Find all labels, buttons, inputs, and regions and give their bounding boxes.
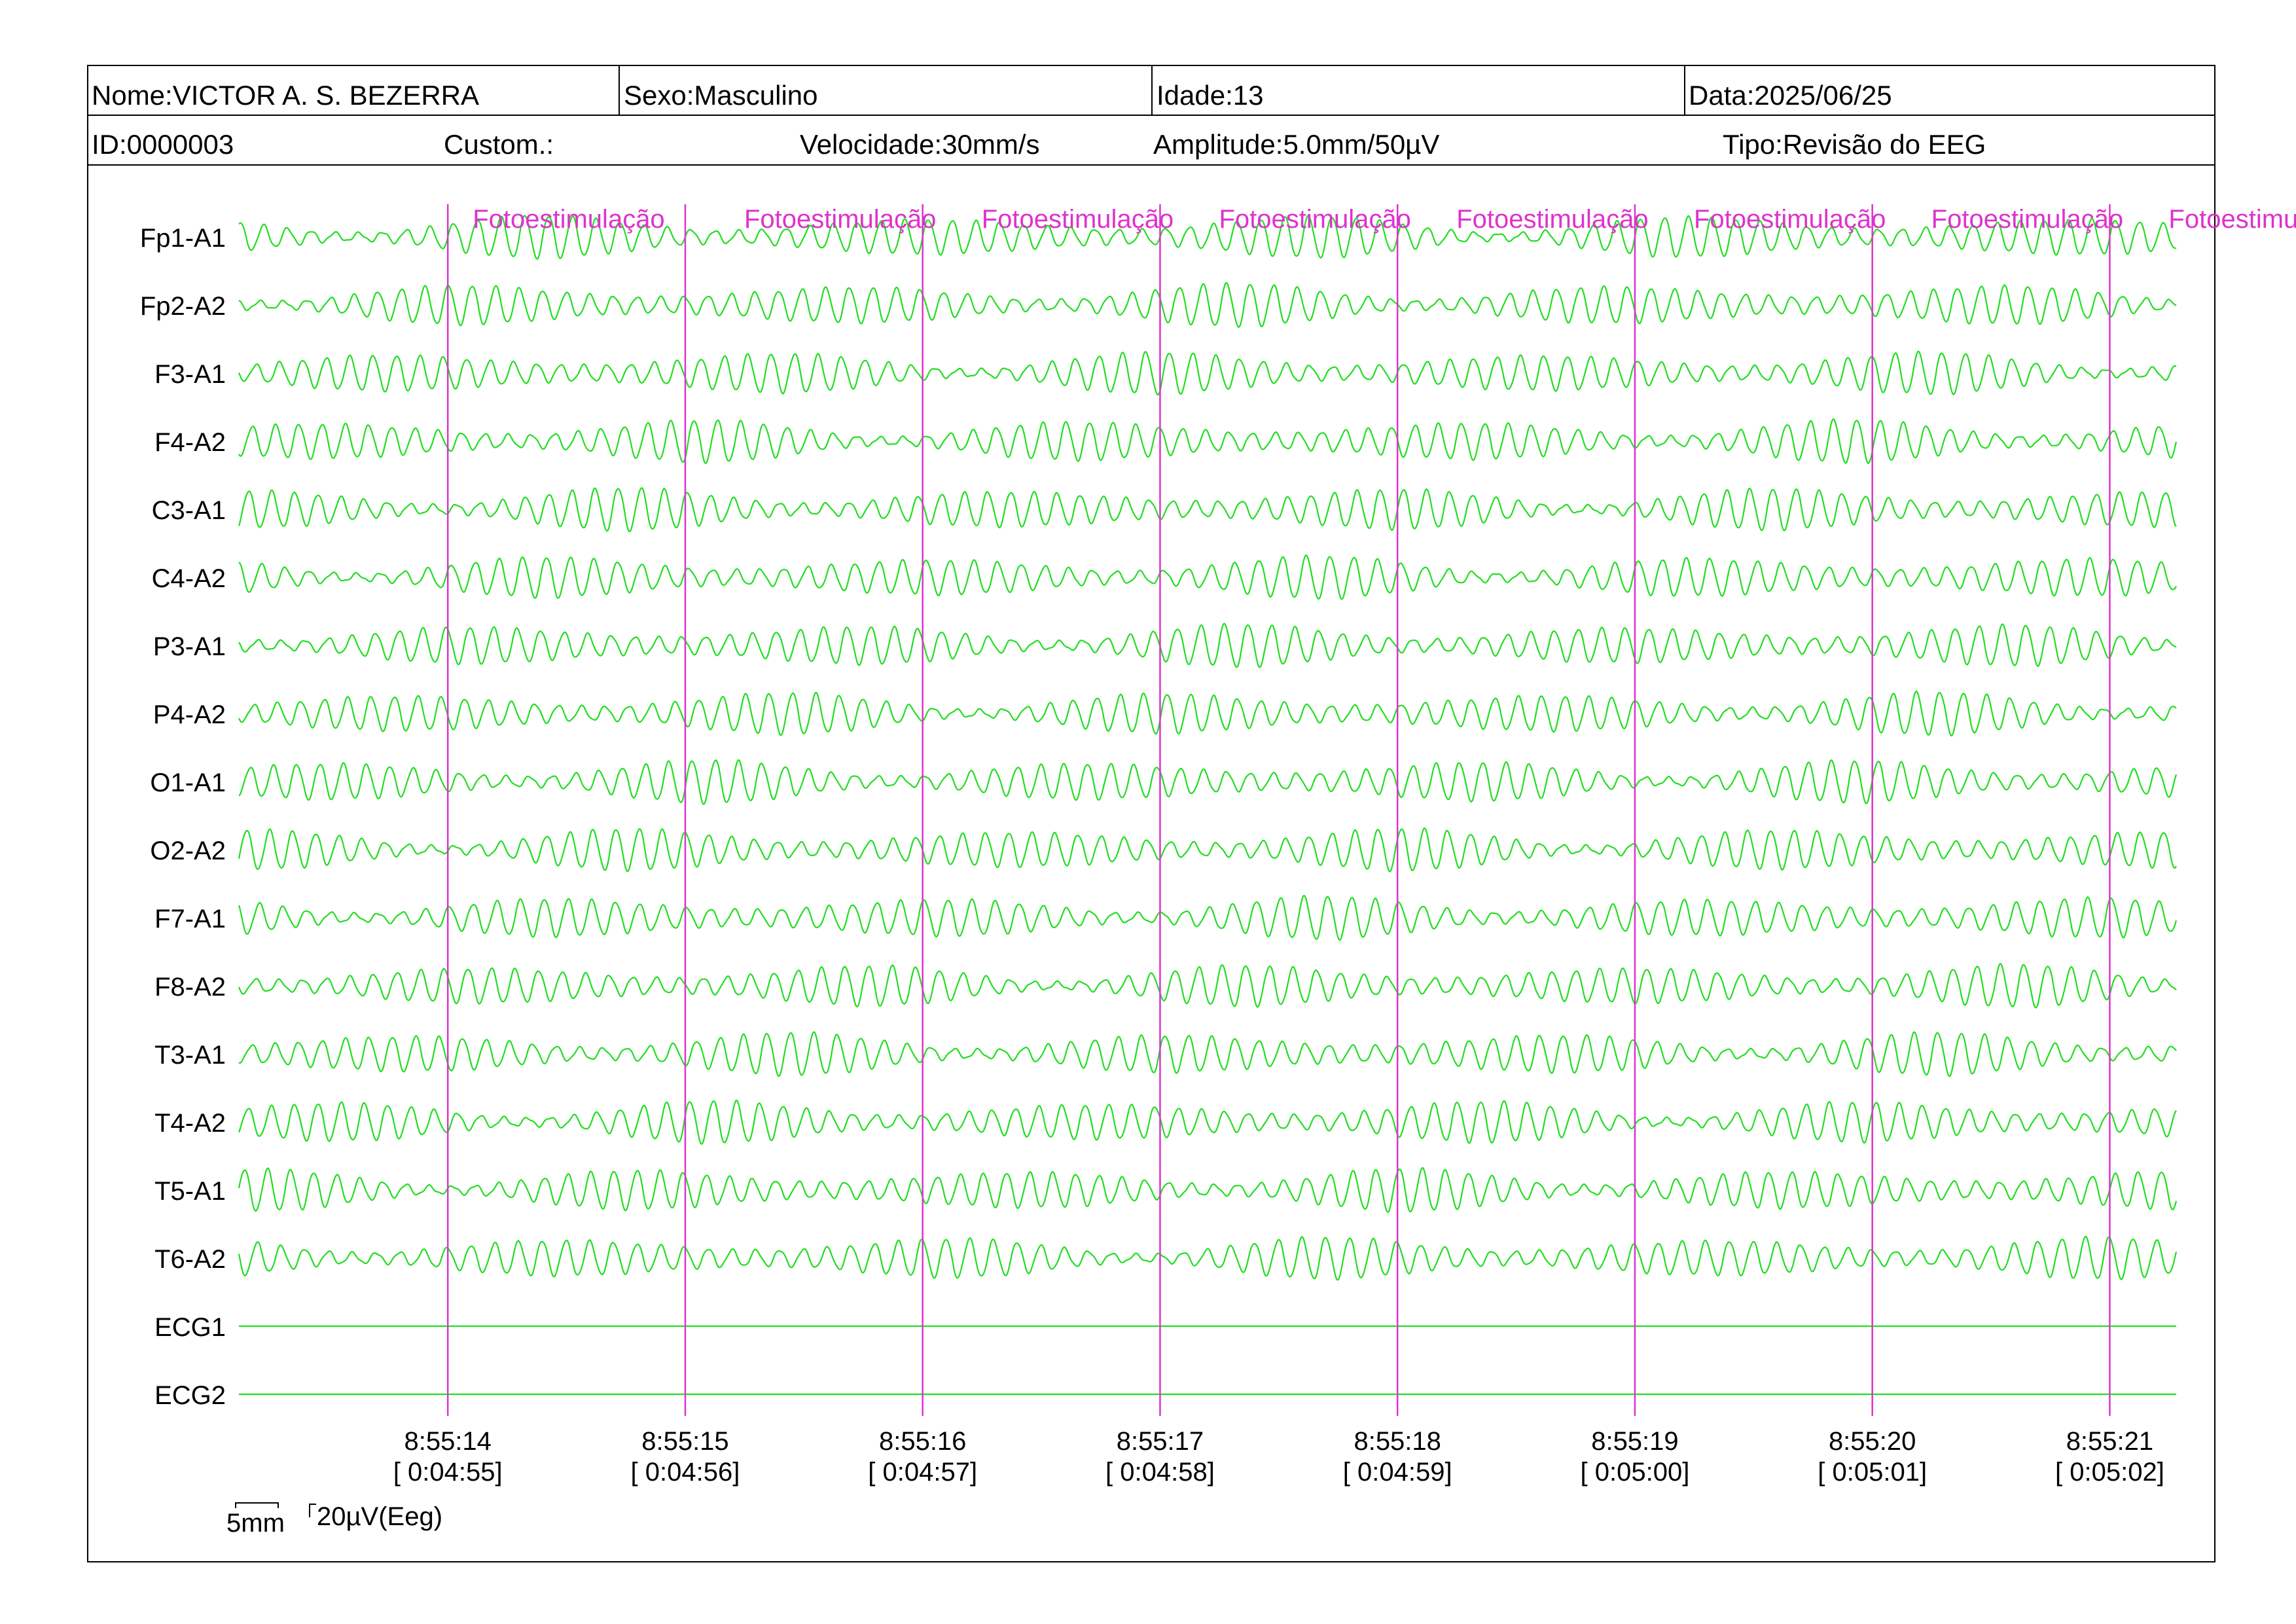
event-label: Fotoestimulação <box>1219 205 1410 234</box>
time-tick-clock: 8:55:20 <box>1829 1427 1916 1456</box>
trace-c3-a1 <box>238 487 2177 533</box>
channel-label-f8-a2: F8-A2 <box>154 973 226 1001</box>
speed-label: Velocidade: <box>800 129 942 160</box>
type-value: Revisão do EEG <box>1782 129 1986 160</box>
event-label: Fotoestimulação <box>2168 205 2296 234</box>
channel-label-c4-a2: C4-A2 <box>152 564 226 593</box>
time-tick-elapsed: [ 0:04:57] <box>868 1458 977 1487</box>
name-value: VICTOR A. S. BEZERRA <box>172 80 480 111</box>
channel-label-fp2-a2: Fp2-A2 <box>140 292 226 321</box>
header-col-divider-1 <box>619 65 620 115</box>
channel-label-f7-a1: F7-A1 <box>154 905 226 933</box>
custom-label: Custom.: <box>444 129 554 160</box>
labels-layer: Fp1-A1 Fp2-A2 F3-A1 F4-A2 C3-A1 C4-A2 P3-A1 P4-… <box>140 224 2164 1538</box>
age-label: Idade: <box>1157 80 1233 111</box>
date-value: 2025/06/25 <box>1754 80 1892 111</box>
sex-field: Sexo:Masculino <box>624 82 818 109</box>
id-value: 0000003 <box>126 129 234 160</box>
time-tick-elapsed: [ 0:04:55] <box>393 1458 503 1487</box>
sex-label: Sexo: <box>624 80 694 111</box>
trace-o1-a1 <box>238 759 2178 805</box>
time-tick-elapsed: [ 0:05:00] <box>1581 1458 1690 1487</box>
trace-t3-a1 <box>238 1031 2177 1077</box>
date-field: Data:2025/06/25 <box>1689 82 1892 109</box>
time-tick-clock: 8:55:15 <box>641 1427 728 1456</box>
name-field: Nome:VICTOR A. S. BEZERRA <box>92 82 479 109</box>
header-col-divider-3 <box>1684 65 1685 115</box>
scale-bar-time-label: 5mm <box>226 1509 285 1538</box>
time-tick-clock: 8:55:18 <box>1354 1427 1441 1456</box>
time-tick-clock: 8:55:16 <box>879 1427 966 1456</box>
trace-c4-a2 <box>238 554 2177 600</box>
amplitude-value: 5.0mm/50µV <box>1283 129 1440 160</box>
type-field: Tipo:Revisão do EEG <box>1723 131 1986 158</box>
trace-o2-a2 <box>238 827 2177 873</box>
custom-field: Custom.: <box>444 131 554 158</box>
time-tick-clock: 8:55:19 <box>1591 1427 1678 1456</box>
trace-f4-a2 <box>238 418 2178 465</box>
id-field: ID:0000003 <box>92 131 234 158</box>
time-tick-elapsed: [ 0:04:56] <box>631 1458 740 1487</box>
time-tick-clock: 8:55:14 <box>404 1427 491 1456</box>
event-label: Fotoestimulação <box>473 205 664 234</box>
channel-label-t3-a1: T3-A1 <box>154 1041 226 1070</box>
channel-label-t5-a1: T5-A1 <box>154 1177 226 1206</box>
trace-f7-a1 <box>238 895 2178 941</box>
name-label: Nome: <box>92 80 173 111</box>
channel-label-fp1-a1: Fp1-A1 <box>140 224 226 253</box>
scale-bar-amplitude-label: 20µV(Eeg) <box>317 1502 442 1531</box>
channel-label-o1-a1: O1-A1 <box>150 768 226 797</box>
age-field: Idade:13 <box>1157 82 1264 109</box>
trace-t4-a2 <box>238 1099 2177 1145</box>
event-label: Fotoestimulação <box>744 205 936 234</box>
channel-label-p3-a1: P3-A1 <box>153 632 226 661</box>
speed-field: Velocidade:30mm/s <box>800 131 1040 158</box>
trace-p3-a1 <box>238 623 2177 668</box>
trace-fp2-a2 <box>238 281 2177 328</box>
event-label: Fotoestimulação <box>1456 205 1648 234</box>
time-tick-clock: 8:55:21 <box>2066 1427 2153 1456</box>
time-tick-clock: 8:55:17 <box>1117 1427 1204 1456</box>
header-row-divider <box>87 115 2215 116</box>
amplitude-label: Amplitude: <box>1153 129 1283 160</box>
trace-fp1-a1 <box>238 215 2177 260</box>
date-label: Data: <box>1689 80 1755 111</box>
id-label: ID: <box>92 129 127 160</box>
channel-label-ecg1: ECG1 <box>154 1313 226 1342</box>
channel-label-t4-a2: T4-A2 <box>154 1109 226 1138</box>
trace-p4-a2 <box>238 691 2177 737</box>
channel-label-ecg2: ECG2 <box>154 1381 226 1410</box>
header-col-divider-2 <box>1151 65 1153 115</box>
channel-label-t6-a2: T6-A2 <box>154 1245 226 1274</box>
event-label: Fotoestimulação <box>1694 205 1886 234</box>
time-tick-elapsed: [ 0:04:59] <box>1343 1458 1452 1487</box>
trace-f8-a2 <box>238 963 2177 1009</box>
amplitude-field: Amplitude:5.0mm/50µV <box>1153 131 1439 158</box>
time-tick-elapsed: [ 0:05:02] <box>2055 1458 2164 1487</box>
channel-label-f3-a1: F3-A1 <box>154 360 226 389</box>
channel-label-o2-a2: O2-A2 <box>150 837 226 865</box>
age-value: 13 <box>1232 80 1264 111</box>
type-label: Tipo: <box>1723 129 1783 160</box>
event-markers-layer: Fotoestimulação Fotoestimulação Fotoestimu… <box>446 204 2296 1416</box>
event-label: Fotoestimulação <box>1931 205 2123 234</box>
channel-label-c3-a1: C3-A1 <box>152 496 226 525</box>
channel-label-p4-a2: P4-A2 <box>153 700 226 729</box>
trace-t5-a1 <box>238 1166 2178 1214</box>
channel-label-f4-a2: F4-A2 <box>154 428 226 457</box>
trace-t6-a2 <box>238 1235 2178 1281</box>
time-tick-elapsed: [ 0:04:58] <box>1105 1458 1215 1487</box>
traces-layer <box>238 215 2178 1396</box>
speed-value: 30mm/s <box>942 129 1040 160</box>
trace-f3-a1 <box>238 350 2177 396</box>
event-label: Fotoestimulação <box>982 205 1174 234</box>
time-tick-elapsed: [ 0:05:01] <box>1818 1458 1927 1487</box>
header-bottom-divider <box>87 164 2215 166</box>
scale-bar-amplitude-bracket <box>309 1504 316 1517</box>
scale-bar-time-bracket <box>235 1502 279 1508</box>
sex-value: Masculino <box>694 80 818 111</box>
